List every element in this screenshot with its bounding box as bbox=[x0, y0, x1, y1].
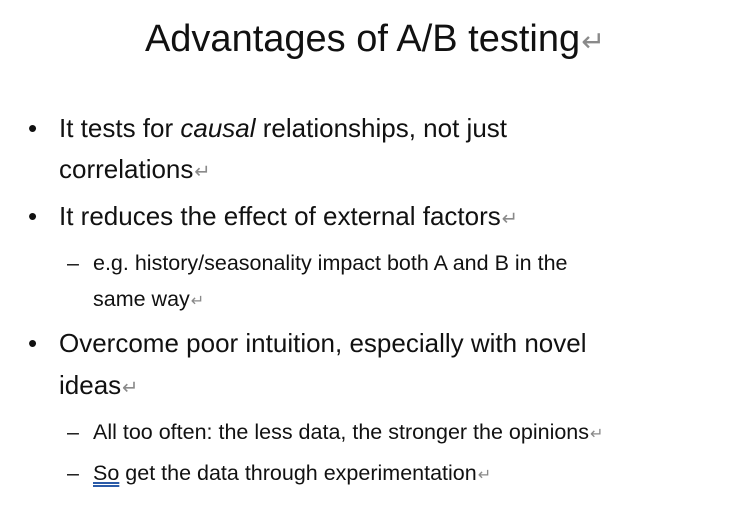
dash-icon: – bbox=[67, 251, 79, 275]
paragraph-mark-icon: ↵ bbox=[590, 425, 604, 443]
bullet-item-1-line-2: correlations↵ bbox=[59, 154, 211, 184]
bullet-icon: • bbox=[28, 201, 38, 231]
bullet-item-1-line-1: It tests for causal relationships, not j… bbox=[59, 113, 507, 143]
paragraph-mark-icon: ↵ bbox=[122, 377, 139, 399]
bullet-item-3-line-1: Overcome poor intuition, especially with… bbox=[59, 328, 587, 358]
dash-icon: – bbox=[67, 420, 79, 444]
bullet-item-3-line-2: ideas↵ bbox=[59, 370, 139, 400]
sub-item-3-1: All too often: the less data, the strong… bbox=[93, 420, 604, 444]
paragraph-mark-icon: ↵ bbox=[194, 161, 211, 183]
bullet-item-2: It reduces the effect of external factor… bbox=[59, 201, 519, 231]
slide-title: Advantages of A/B testing↵ bbox=[0, 14, 750, 67]
emphasis-causal: causal bbox=[180, 113, 256, 143]
spellcheck-underlined-word: So bbox=[93, 461, 120, 485]
sub-item-3-2: So get the data through experimentation↵ bbox=[93, 461, 492, 485]
paragraph-mark-icon: ↵ bbox=[477, 466, 492, 484]
bullet-icon: • bbox=[28, 113, 38, 143]
dash-icon: – bbox=[67, 461, 79, 485]
paragraph-mark-icon: ↵ bbox=[501, 208, 519, 230]
paragraph-mark-icon: ↵ bbox=[190, 292, 205, 310]
paragraph-mark-icon: ↵ bbox=[581, 26, 606, 58]
bullet-icon: • bbox=[28, 328, 38, 358]
slide-title-text: Advantages of A/B testing bbox=[144, 18, 581, 60]
sub-item-2-1-line-2: same way↵ bbox=[93, 287, 205, 311]
sub-item-2-1-line-1: e.g. history/seasonality impact both A a… bbox=[93, 251, 568, 275]
